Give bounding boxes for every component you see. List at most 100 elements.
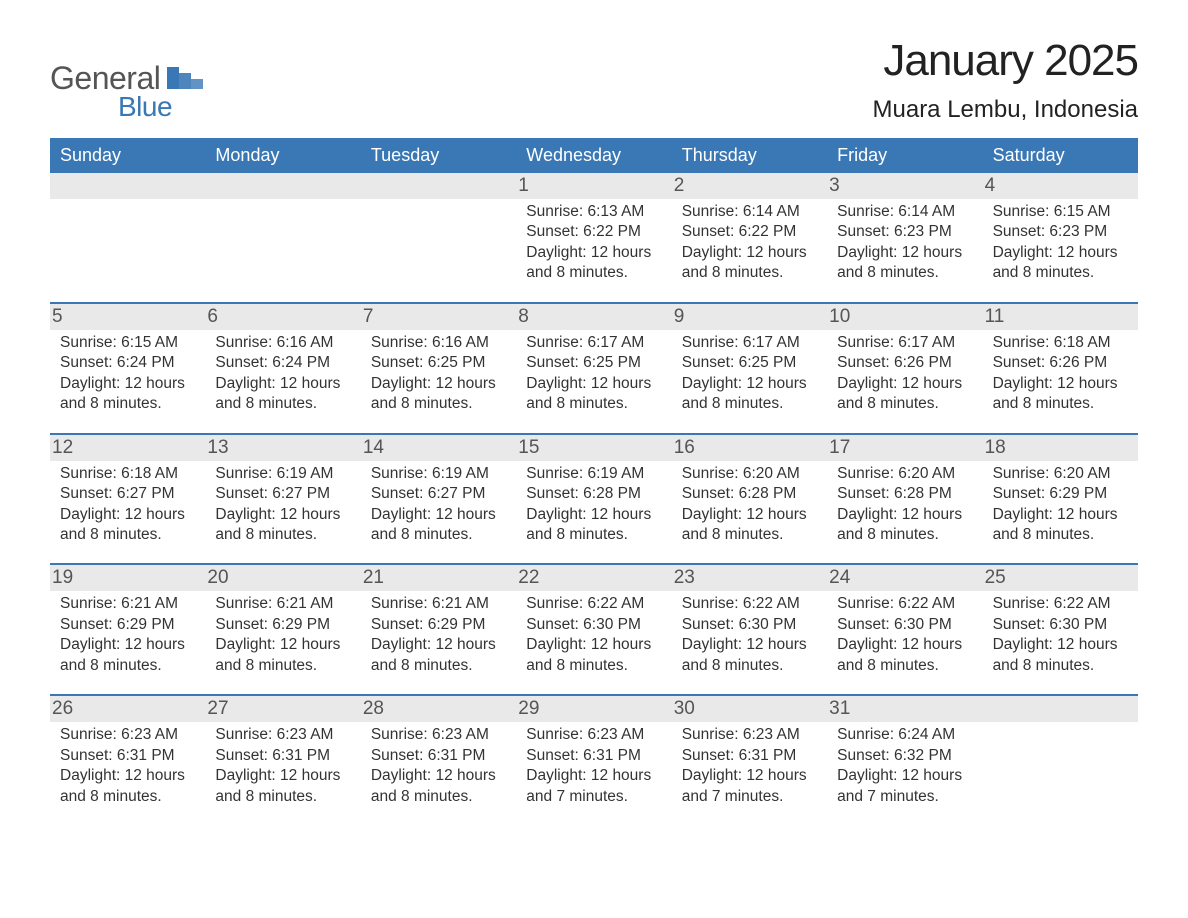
day-number: 19 (50, 565, 205, 591)
day-number-strip (50, 173, 205, 199)
day-number-strip: 19 (50, 565, 205, 591)
daylight-text: Daylight: 12 hours and 8 minutes. (369, 635, 508, 676)
sunset-text: Sunset: 6:31 PM (213, 746, 352, 766)
weekday-header: Monday (205, 138, 360, 173)
daylight-text: Daylight: 12 hours and 8 minutes. (835, 243, 974, 284)
weekday-header: Wednesday (516, 138, 671, 173)
sunrise-text: Sunrise: 6:17 AM (835, 333, 974, 353)
day-details: Sunrise: 6:23 AMSunset: 6:31 PMDaylight:… (205, 722, 360, 825)
day-number: 9 (672, 304, 827, 330)
day-number-strip: 30 (672, 696, 827, 722)
day-number: 16 (672, 435, 827, 461)
day-number-strip: 24 (827, 565, 982, 591)
brand-logo: General Blue (50, 36, 203, 123)
day-number-strip: 27 (205, 696, 360, 722)
day-number-strip: 21 (361, 565, 516, 591)
day-details: Sunrise: 6:23 AMSunset: 6:31 PMDaylight:… (516, 722, 671, 825)
calendar-day-cell: 30 Sunrise: 6:23 AMSunset: 6:31 PMDayligh… (672, 696, 827, 825)
day-number-strip (205, 173, 360, 199)
daylight-text: Daylight: 12 hours and 8 minutes. (213, 374, 352, 415)
day-details (983, 722, 1138, 743)
sunset-text: Sunset: 6:31 PM (58, 746, 197, 766)
day-number: 6 (205, 304, 360, 330)
sunrise-text: Sunrise: 6:23 AM (58, 725, 197, 745)
calendar-day-cell: 18Sunrise: 6:20 AMSunset: 6:29 PMDayligh… (983, 435, 1138, 564)
sunrise-text: Sunrise: 6:24 AM (835, 725, 974, 745)
sunset-text: Sunset: 6:30 PM (680, 615, 819, 635)
sunrise-text: Sunrise: 6:22 AM (524, 594, 663, 614)
sunset-text: Sunset: 6:26 PM (835, 353, 974, 373)
sunset-text: Sunset: 6:24 PM (213, 353, 352, 373)
calendar-day-cell: 26Sunrise: 6:23 AMSunset: 6:31 PMDayligh… (50, 696, 205, 825)
sunset-text: Sunset: 6:28 PM (680, 484, 819, 504)
day-details: Sunrise: 6:18 AMSunset: 6:26 PMDaylight:… (983, 330, 1138, 433)
calendar-week-row: 26Sunrise: 6:23 AMSunset: 6:31 PMDayligh… (50, 694, 1138, 825)
calendar-day-cell (983, 696, 1138, 825)
day-number (361, 173, 516, 199)
daylight-text: Daylight: 12 hours and 7 minutes. (835, 766, 974, 807)
day-number-strip: 29 (516, 696, 671, 722)
day-number-strip: 12 (50, 435, 205, 461)
day-number-strip: 11 (983, 304, 1138, 330)
calendar-day-cell (50, 173, 205, 302)
sunset-text: Sunset: 6:32 PM (835, 746, 974, 766)
daylight-text: Daylight: 12 hours and 8 minutes. (524, 374, 663, 415)
calendar-day-cell: 27Sunrise: 6:23 AMSunset: 6:31 PMDayligh… (205, 696, 360, 825)
sunset-text: Sunset: 6:23 PM (835, 222, 974, 242)
sunset-text: Sunset: 6:24 PM (58, 353, 197, 373)
day-number: 20 (205, 565, 360, 591)
day-number: 5 (50, 304, 205, 330)
sunrise-text: Sunrise: 6:17 AM (680, 333, 819, 353)
day-number-strip: 13 (205, 435, 360, 461)
page-header: General Blue January 2025 Muara Lembu, I… (50, 36, 1138, 124)
day-details: Sunrise: 6:18 AMSunset: 6:27 PMDaylight:… (50, 461, 205, 564)
calendar-table: Sunday Monday Tuesday Wednesday Thursday… (50, 138, 1138, 825)
sunrise-text: Sunrise: 6:23 AM (680, 725, 819, 745)
sunrise-text: Sunrise: 6:17 AM (524, 333, 663, 353)
daylight-text: Daylight: 12 hours and 8 minutes. (991, 635, 1130, 676)
sunset-text: Sunset: 6:29 PM (213, 615, 352, 635)
calendar-day-cell: 15Sunrise: 6:19 AMSunset: 6:28 PMDayligh… (516, 435, 671, 564)
day-number: 23 (672, 565, 827, 591)
day-number-strip: 7 (361, 304, 516, 330)
calendar-day-cell: 11Sunrise: 6:18 AMSunset: 6:26 PMDayligh… (983, 304, 1138, 433)
day-details: Sunrise: 6:21 AMSunset: 6:29 PMDaylight:… (361, 591, 516, 694)
calendar-day-cell: 23Sunrise: 6:22 AMSunset: 6:30 PMDayligh… (672, 565, 827, 694)
daylight-text: Daylight: 12 hours and 8 minutes. (835, 374, 974, 415)
day-number-strip: 26 (50, 696, 205, 722)
sunset-text: Sunset: 6:29 PM (369, 615, 508, 635)
sunrise-text: Sunrise: 6:21 AM (369, 594, 508, 614)
daylight-text: Daylight: 12 hours and 8 minutes. (58, 505, 197, 546)
day-details (50, 199, 205, 220)
title-block: January 2025 Muara Lembu, Indonesia (873, 36, 1139, 124)
day-number (983, 696, 1138, 722)
calendar-day-cell: 4Sunrise: 6:15 AMSunset: 6:23 PMDaylight… (983, 173, 1138, 302)
sunset-text: Sunset: 6:27 PM (369, 484, 508, 504)
daylight-text: Daylight: 12 hours and 7 minutes. (680, 766, 819, 807)
calendar-day-cell: 3Sunrise: 6:14 AMSunset: 6:23 PMDaylight… (827, 173, 982, 302)
day-details: Sunrise: 6:20 AMSunset: 6:28 PMDaylight:… (827, 461, 982, 564)
sunset-text: Sunset: 6:31 PM (680, 746, 819, 766)
day-details: Sunrise: 6:15 AMSunset: 6:24 PMDaylight:… (50, 330, 205, 433)
day-number: 28 (361, 696, 516, 722)
day-number-strip: 22 (516, 565, 671, 591)
day-number: 10 (827, 304, 982, 330)
sunrise-text: Sunrise: 6:13 AM (524, 202, 663, 222)
day-details: Sunrise: 6:24 AMSunset: 6:32 PMDaylight:… (827, 722, 982, 825)
sunset-text: Sunset: 6:27 PM (58, 484, 197, 504)
sunrise-text: Sunrise: 6:23 AM (213, 725, 352, 745)
day-number: 3 (827, 173, 982, 199)
sunrise-text: Sunrise: 6:23 AM (524, 725, 663, 745)
calendar-day-cell: 25Sunrise: 6:22 AMSunset: 6:30 PMDayligh… (983, 565, 1138, 694)
sunrise-text: Sunrise: 6:21 AM (58, 594, 197, 614)
day-number-strip: 8 (516, 304, 671, 330)
day-number (205, 173, 360, 199)
location-subtitle: Muara Lembu, Indonesia (873, 96, 1139, 124)
calendar-day-cell: 6Sunrise: 6:16 AMSunset: 6:24 PMDaylight… (205, 304, 360, 433)
calendar-day-cell: 20Sunrise: 6:21 AMSunset: 6:29 PMDayligh… (205, 565, 360, 694)
daylight-text: Daylight: 12 hours and 7 minutes. (524, 766, 663, 807)
day-details: Sunrise: 6:22 AMSunset: 6:30 PMDaylight:… (516, 591, 671, 694)
calendar-day-cell: 13Sunrise: 6:19 AMSunset: 6:27 PMDayligh… (205, 435, 360, 564)
day-details: Sunrise: 6:17 AMSunset: 6:26 PMDaylight:… (827, 330, 982, 433)
day-details: Sunrise: 6:20 AMSunset: 6:28 PMDaylight:… (672, 461, 827, 564)
